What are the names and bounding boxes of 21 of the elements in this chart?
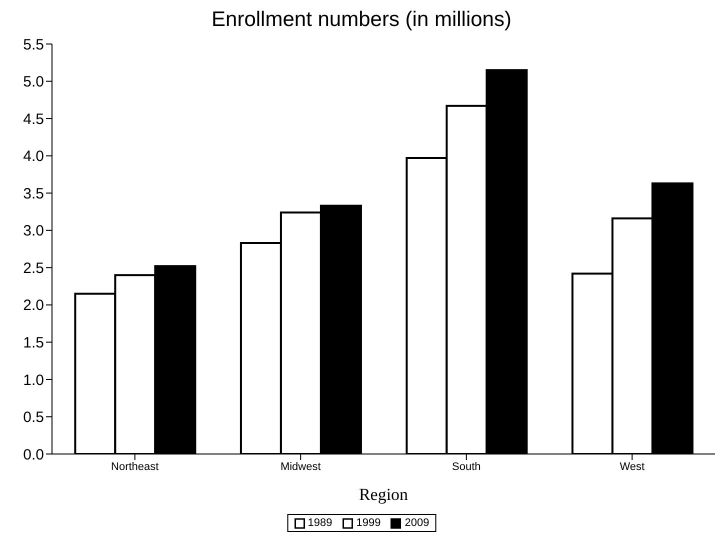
y-tick-label: 3.0 <box>23 222 44 240</box>
y-tick-label: 5.5 <box>23 36 44 54</box>
x-axis-title: Region <box>358 485 409 504</box>
y-tick-label: 0.5 <box>23 409 44 426</box>
y-tick-label: 4.0 <box>23 148 44 166</box>
x-tick-label: South <box>452 460 481 473</box>
x-tick-label: Northeast <box>111 460 159 473</box>
y-tick-label: 4.5 <box>23 110 44 128</box>
y-tick-label: 1.0 <box>23 372 44 389</box>
x-tick-label: Midwest <box>280 460 321 473</box>
legend-label: 1999 <box>356 517 381 529</box>
y-tick-label: 2.0 <box>23 297 44 314</box>
y-tick-label: 2.5 <box>23 260 44 277</box>
y-tick-label: 0.0 <box>23 446 44 464</box>
legend-label: 2009 <box>404 517 430 529</box>
legend-label: 1989 <box>308 517 332 529</box>
x-tick-label: West <box>620 460 645 473</box>
chart-title: Enrollment numbers (in millions) <box>210 8 512 32</box>
y-tick-label: 5.0 <box>23 74 44 91</box>
y-tick-label: 1.5 <box>23 334 44 352</box>
y-tick-label: 3.5 <box>23 185 44 202</box>
